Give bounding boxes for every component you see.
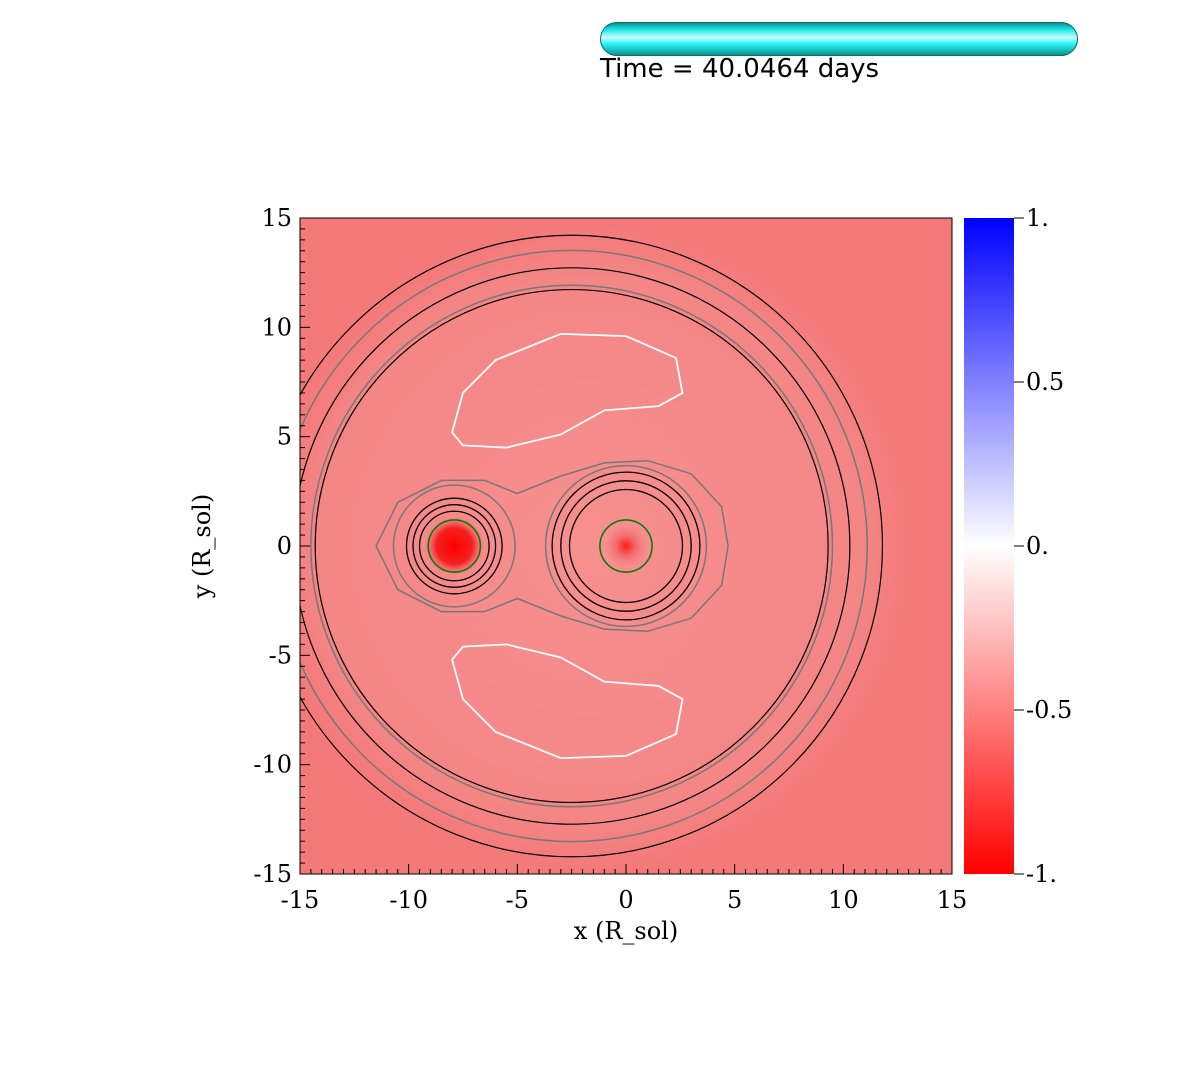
plot-area (300, 218, 952, 874)
colorbar-axis: 1. 0.5 0. -0.5 -1. (1014, 204, 1072, 888)
star-1-ring (412, 504, 497, 588)
colorbar (964, 218, 1014, 874)
star-2-ring (551, 471, 701, 621)
star-1-marker (427, 519, 482, 573)
mid-contour-circle (310, 284, 834, 808)
y-tick-label: -15 (253, 860, 292, 888)
outer-contour-circle (300, 234, 883, 858)
star-2-ring (560, 480, 692, 612)
y-tick-label: 10 (261, 313, 292, 341)
colorbar-tick-label: 0.5 (1026, 368, 1064, 396)
x-tick-label: 0 (618, 886, 633, 914)
lower-lobe-contour (451, 643, 684, 759)
colorbar-tick-label: -0.5 (1026, 696, 1072, 724)
star-2-ring (568, 488, 684, 604)
x-tick-label: 5 (727, 886, 742, 914)
y-tick-label: 5 (277, 423, 292, 451)
x-tick-label: 10 (828, 886, 859, 914)
x-tick-label: -10 (389, 886, 428, 914)
outer-contour-circle (314, 288, 829, 804)
contour-layer (300, 234, 883, 858)
star-1-ring (418, 510, 490, 582)
envelope-disk (300, 218, 920, 874)
mid-contour-circle (300, 249, 868, 843)
time-progress-bar (600, 22, 1078, 56)
x-tick-label: -15 (281, 886, 320, 914)
star-2-outer-ring (544, 464, 708, 628)
y-tick-label: 0 (277, 532, 292, 560)
outer-contour-circle (300, 267, 851, 825)
y-tick-label: 15 (261, 204, 292, 232)
x-tick-label: -5 (506, 886, 529, 914)
axes-layer: -15 -10 -5 0 5 10 15 -15 -10 -5 0 5 10 15 (253, 204, 967, 914)
star-2-core (604, 524, 648, 568)
y-tick-label: -10 (253, 751, 292, 779)
colorbar-tick-label: 1. (1026, 204, 1049, 232)
envelope-contour (375, 459, 729, 633)
colorbar-tick-label: 0. (1026, 532, 1049, 560)
time-label: Time = 40.0464 days (600, 54, 880, 84)
y-axis-label: y (R_sol) (188, 494, 216, 599)
star-1-outer-ring (392, 484, 516, 608)
y-tick-label: -5 (269, 641, 292, 669)
upper-lobe-contour (451, 333, 684, 449)
star-2-marker (599, 519, 653, 573)
star-1-core (423, 515, 485, 577)
colorbar-tick-label: -1. (1026, 860, 1057, 888)
star-1-ring (405, 497, 503, 595)
x-tick-label: 15 (937, 886, 968, 914)
x-axis-label: x (R_sol) (574, 917, 678, 945)
